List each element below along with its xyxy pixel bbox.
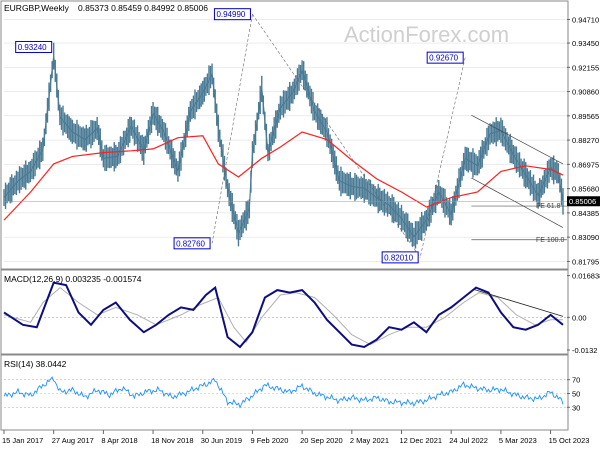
rsi-line xyxy=(3,376,564,409)
x-axis-tick-label: 9 Feb 2020 xyxy=(250,436,288,445)
price-annotation-label: 0.92670 xyxy=(429,54,458,63)
price-y-tick-label: 0.83090 xyxy=(572,233,599,242)
price-annotation-label: 0.82010 xyxy=(384,253,413,262)
price-annotation-box xyxy=(15,40,53,53)
price-y-tick-label: 0.94710 xyxy=(572,15,599,24)
price-y-tick-label: 0.81795 xyxy=(572,257,599,266)
price-y-tick-label: 0.85680 xyxy=(572,185,599,194)
ma-layer xyxy=(3,131,564,221)
rsi-panel-frame xyxy=(0,354,569,431)
rsi-y-tick-label: 50 xyxy=(572,390,580,399)
chart-symbol-title: EURGBP,Weekly xyxy=(4,3,70,13)
macd-trendline xyxy=(474,289,564,317)
chart-ohlc-values: 0.85373 0.85459 0.84992 0.85006 xyxy=(78,3,208,13)
x-axis-tick-label: 5 Mar 2023 xyxy=(499,436,537,445)
rsi-y-tick-label: 30 xyxy=(572,403,580,412)
price-annotation-box xyxy=(426,51,464,64)
channel-upper-line xyxy=(471,114,564,165)
x-axis-tick-label: 2 May 2021 xyxy=(350,436,389,445)
price-annotation-box xyxy=(173,237,211,250)
price-y-tick-label: 0.90860 xyxy=(572,88,599,97)
channel-lower-line xyxy=(471,177,564,228)
x-axis-tick-label: 30 Jun 2019 xyxy=(201,436,242,445)
macd-y-tick-label: 0.00 xyxy=(572,313,587,322)
moving-average-line xyxy=(3,131,564,221)
watermark: ActionForex.com xyxy=(344,22,509,47)
macd-line xyxy=(3,281,564,349)
price-layer xyxy=(3,42,564,249)
price-panel-frame xyxy=(0,0,569,270)
x-axis-tick-label: 24 Jul 2022 xyxy=(449,436,488,445)
macd-layer xyxy=(3,281,567,349)
x-axis-tick-label: 8 Apr 2018 xyxy=(101,436,137,445)
macd-panel-frame xyxy=(0,269,569,355)
price-y-tick-label: 0.84385 xyxy=(572,209,599,218)
price-annotation-label: 0.94990 xyxy=(216,10,245,19)
fib-layer: FE 61.8 FE 100.0 xyxy=(4,200,567,244)
x-axis-tick-label: 20 Sep 2020 xyxy=(300,436,343,445)
price-y-tick-label: 0.93450 xyxy=(572,39,599,48)
wave-connector-line xyxy=(211,14,253,244)
price-y-tick-label: 0.88270 xyxy=(572,136,599,145)
macd-y-tick-label: 0.016838 xyxy=(572,272,600,281)
rsi-y-tick-label: 70 xyxy=(572,376,580,385)
rsi-panel-title: RSI(14) 38.0442 xyxy=(4,359,67,369)
price-line xyxy=(3,56,564,239)
rsi-layer xyxy=(3,376,567,409)
macd-y-tick-label: -0.0132 xyxy=(572,346,597,355)
x-axis-tick-label: 15 Jan 2017 xyxy=(2,436,43,445)
axis-layer: 0.81795 0.83090 0.84385 0.85680 0.86975 0.882… xyxy=(2,15,600,445)
annotation-layer: 0.93240 0.94990 0.92670 0.82760 0.82010 xyxy=(15,8,564,264)
fib-level-label: FE 100.0 xyxy=(536,237,565,244)
fib-level-label: FE 61.8 xyxy=(536,203,561,210)
x-axis-tick-label: 12 Dec 2021 xyxy=(400,436,443,445)
x-axis-tick-label: 27 Aug 2017 xyxy=(52,436,94,445)
wave-connector-line xyxy=(419,57,466,258)
macd-panel-title: MACD(12,26,9) 0.003235 -0.001574 xyxy=(4,274,142,284)
last-price-box xyxy=(567,196,600,207)
panel-frames xyxy=(0,0,569,431)
x-axis-tick-label: 18 Nov 2018 xyxy=(151,436,194,445)
price-annotation-box xyxy=(213,8,251,21)
wave-connector-line xyxy=(252,14,421,258)
x-axis-tick-label: 15 Oct 2023 xyxy=(549,436,590,445)
price-y-tick-label: 0.86975 xyxy=(572,160,599,169)
price-y-tick-label: 0.92155 xyxy=(572,63,599,72)
price-annotation-label: 0.82760 xyxy=(176,239,205,248)
macd-signal-line xyxy=(3,286,563,346)
last-price-label: 0.85006 xyxy=(569,197,596,206)
price-annotation-label: 0.93240 xyxy=(18,43,47,52)
price-y-tick-label: 0.89565 xyxy=(572,112,599,121)
price-annotation-box xyxy=(381,251,419,264)
